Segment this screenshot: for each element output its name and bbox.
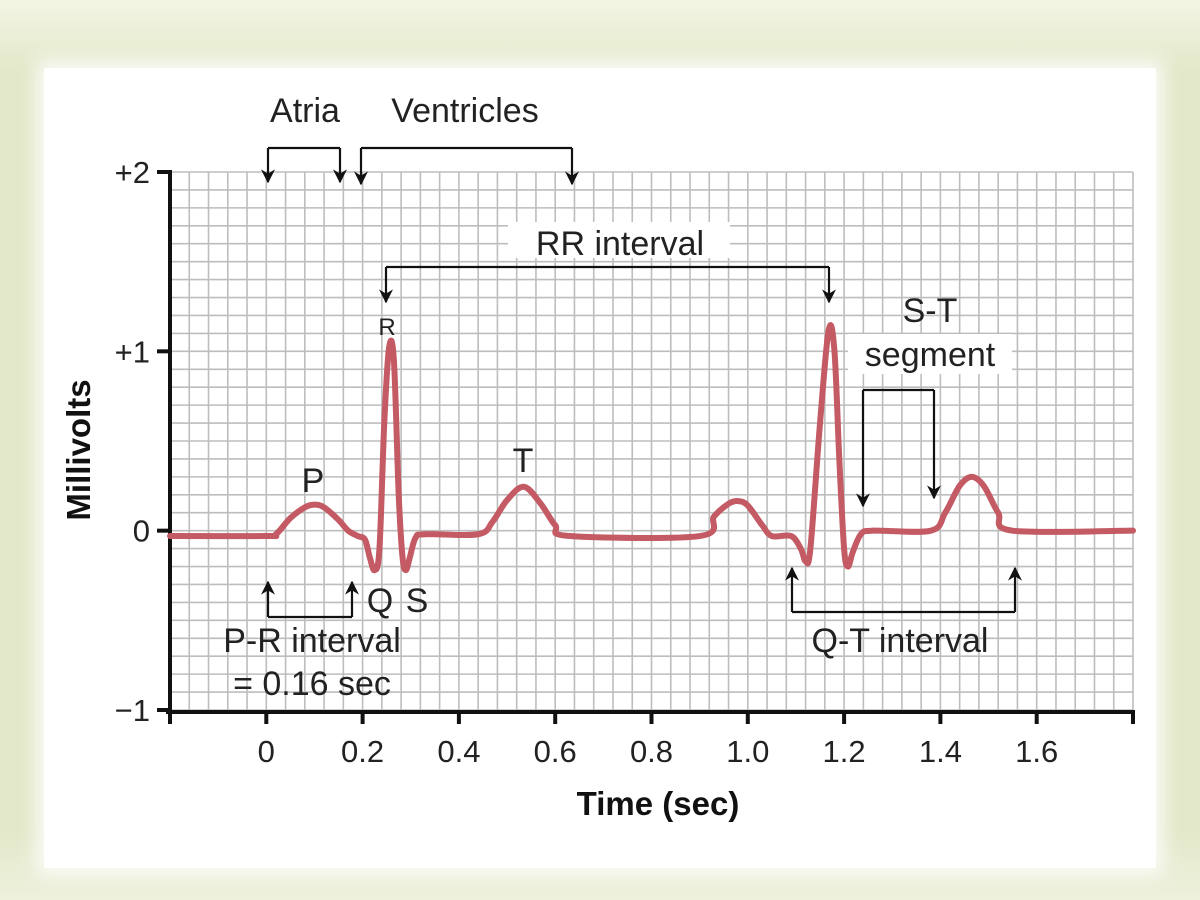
x-axis-label: Time (sec) — [577, 785, 740, 822]
x-tick-label: 1.4 — [919, 734, 962, 769]
st-label-background — [848, 334, 1012, 374]
rr-interval-bracket — [379, 265, 836, 304]
s-wave-label: S — [406, 582, 429, 620]
ventricles-label: Ventricles — [391, 92, 538, 130]
axes — [157, 170, 1135, 724]
st-label-line1: S-T — [903, 292, 958, 330]
x-tick-label: 0.2 — [341, 734, 384, 769]
ventricles-bracket — [354, 146, 579, 186]
x-tick-label: 1.0 — [726, 734, 769, 769]
rr-interval-label: RR interval — [536, 225, 704, 263]
x-tick-label: 1.2 — [823, 734, 866, 769]
pr-interval-bracket — [261, 580, 359, 619]
ecg-trace — [167, 322, 1136, 574]
qt-interval-bracket — [785, 566, 1022, 614]
x-tick-label: 1.6 — [1015, 734, 1058, 769]
st-label-line2: segment — [865, 336, 996, 374]
y-axis-label: Millivolts — [60, 379, 97, 520]
x-tick-label: 0.8 — [630, 734, 673, 769]
rr-label-background — [508, 222, 730, 258]
x-tick-label: 0.4 — [437, 734, 480, 769]
y-tick-label: +2 — [115, 155, 150, 190]
y-tick-label: +1 — [115, 334, 150, 369]
qt-interval-label: Q-T interval — [812, 622, 989, 660]
atria-bracket — [261, 146, 347, 184]
y-tick-label: 0 — [133, 514, 150, 549]
pr-interval-label-line1: P-R interval — [223, 622, 401, 660]
atria-label: Atria — [270, 92, 340, 130]
t-wave-label: T — [513, 442, 534, 480]
pr-interval-label-line2: = 0.16 sec — [233, 665, 391, 703]
r-wave-label: R — [378, 314, 395, 341]
p-wave-label: P — [302, 462, 325, 500]
x-tick-label: 0 — [258, 734, 275, 769]
x-tick-label: 0.6 — [534, 734, 577, 769]
st-segment-bracket — [856, 388, 941, 508]
tick-labels: +2 +1 0 −1 0 0.2 0.4 0.6 0.8 1.0 1.2 1.4 1.6 — [115, 155, 1059, 769]
q-wave-label: Q — [367, 582, 393, 620]
figure-panel — [44, 68, 1156, 868]
y-tick-label: −1 — [115, 693, 150, 728]
